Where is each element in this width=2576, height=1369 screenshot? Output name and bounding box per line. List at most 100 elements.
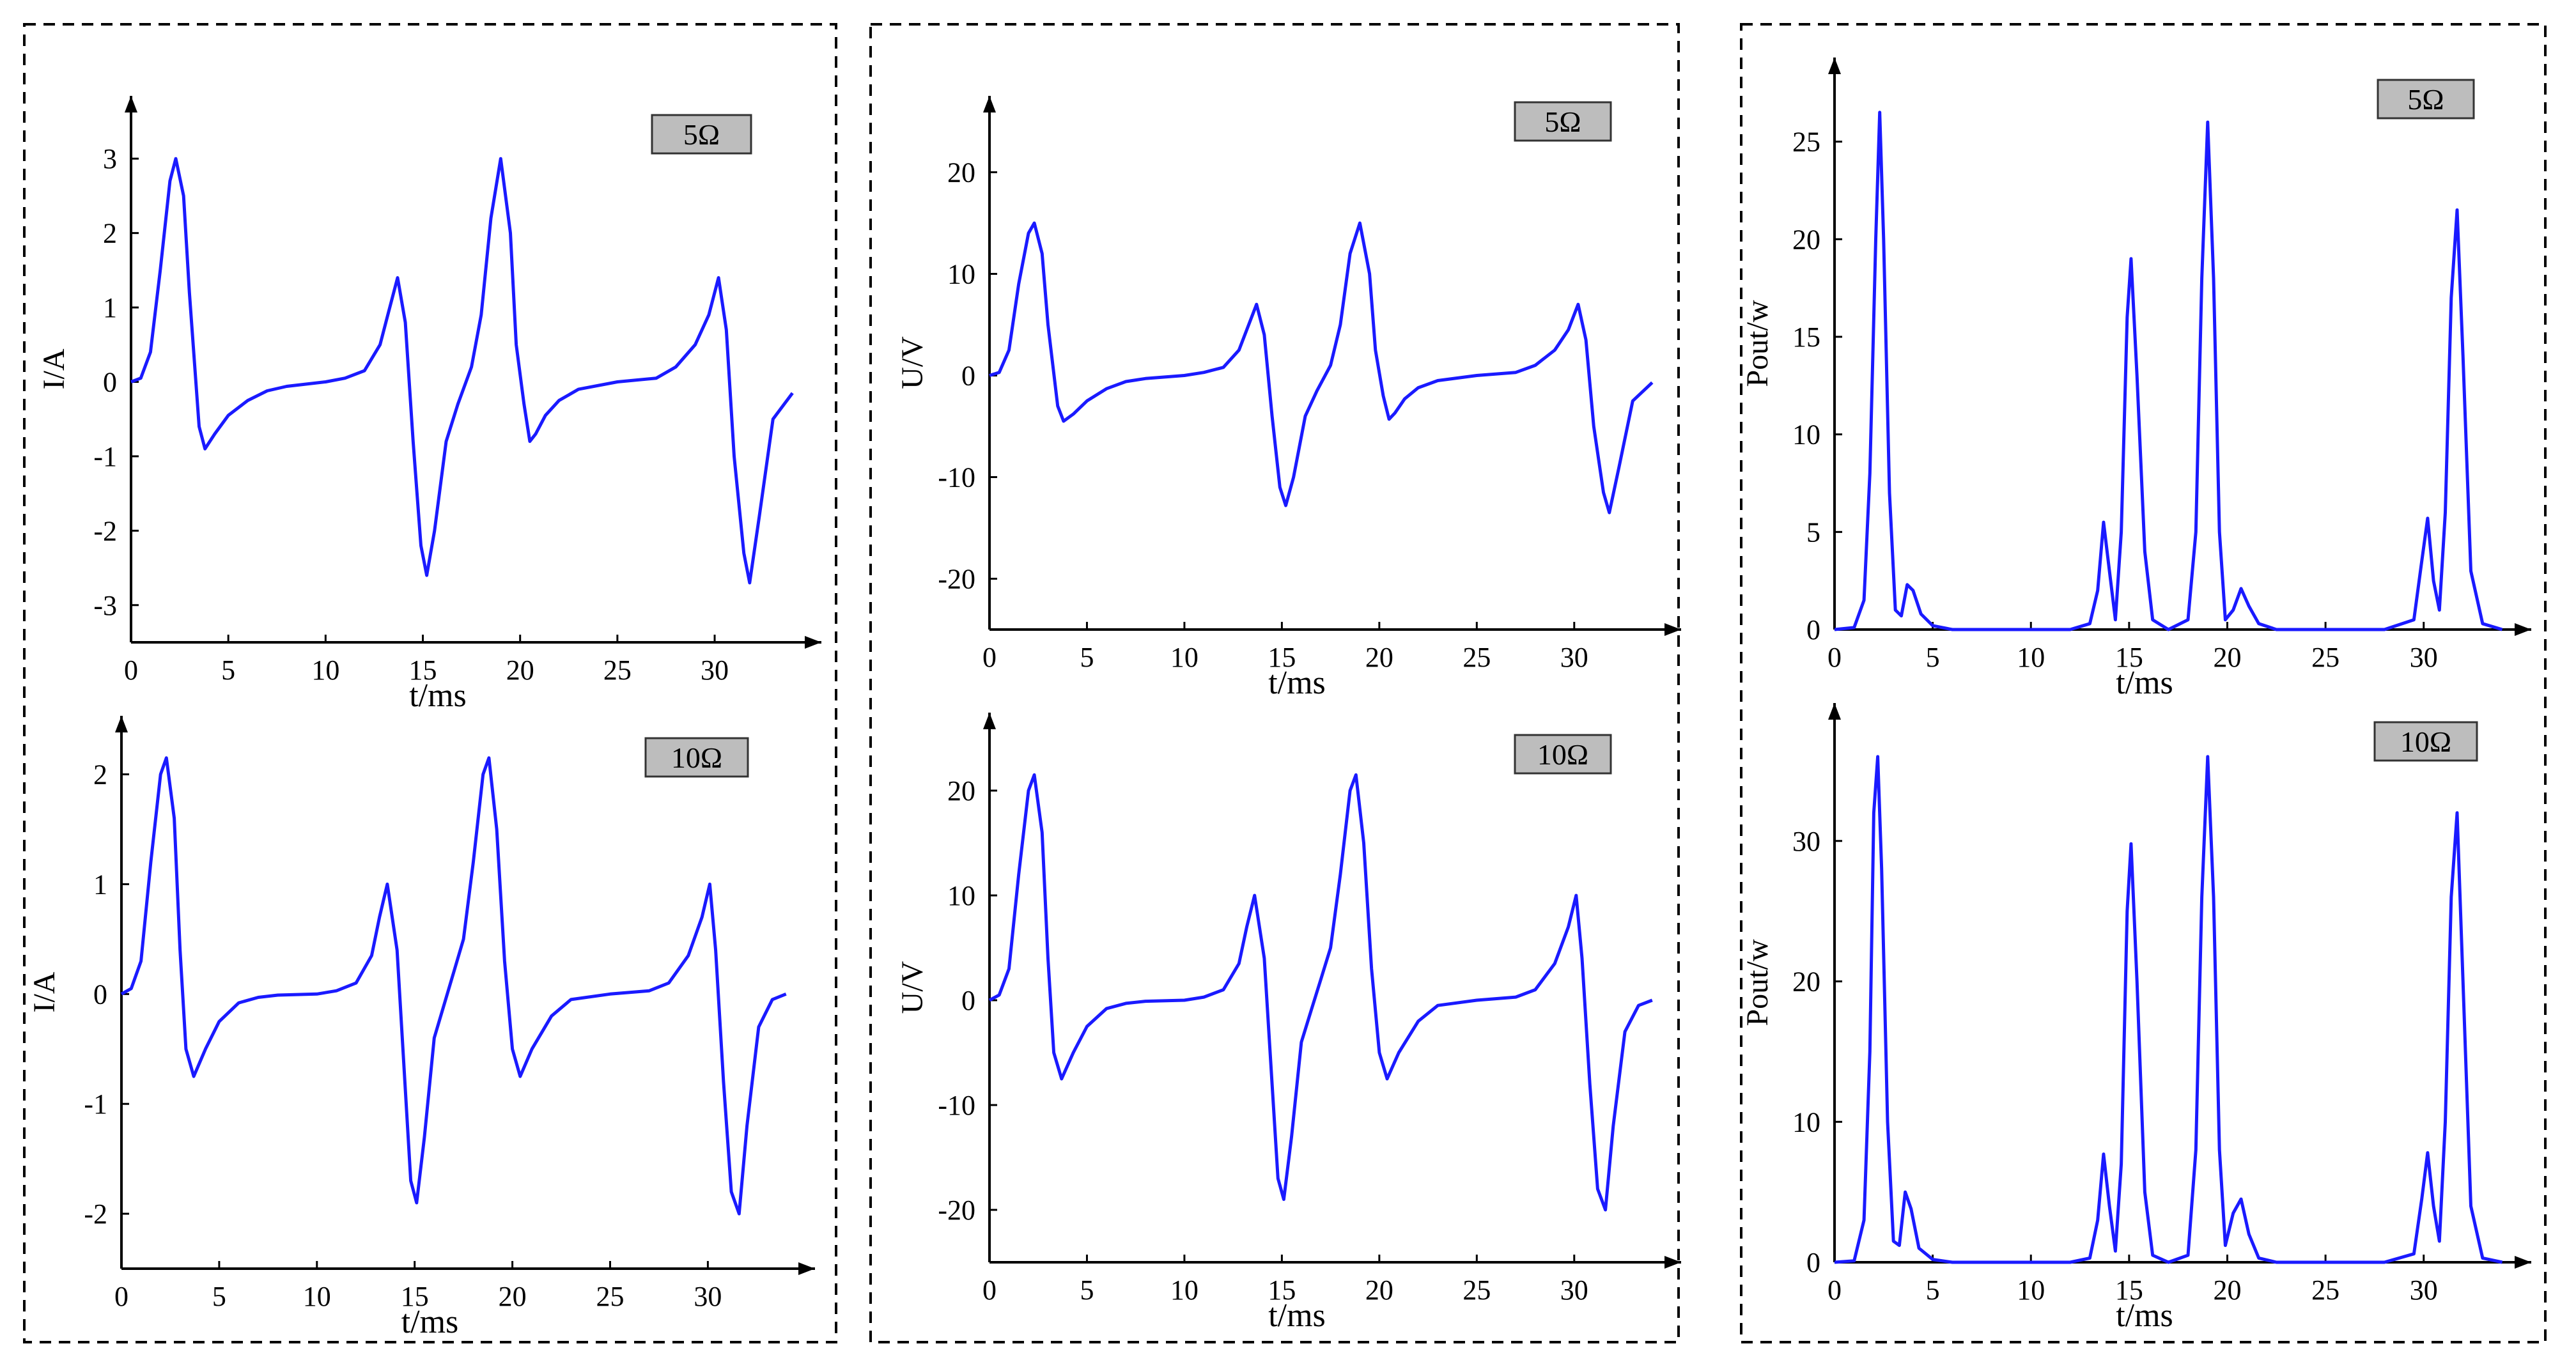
y-axis-label: I/A [37,348,71,389]
resistance-badge-label: 10Ω [2400,725,2451,758]
resistance-badge [2377,79,2475,120]
x-tick-label: 30 [1560,1274,1588,1306]
x-tick-label: 0 [1827,642,1842,673]
resistance-badge [2373,721,2478,762]
resistance-badge-label: 5Ω [683,118,720,151]
y-axis-arrow [115,716,128,732]
x-axis-arrow [2515,1256,2531,1269]
x-tick-label: 25 [1463,1274,1491,1306]
chart-U-10: 0 5 10 15 20 25 30 -20 -10 0 10 20 t/ms U/V 10Ω [896,713,1681,1334]
x-tick-label: 15 [1268,642,1296,673]
x-tick-label: 20 [1365,1274,1393,1306]
y-axis-arrow [1828,58,1841,74]
resistance-badge-label: 5Ω [2407,83,2444,116]
x-axis-label: t/ms [1268,1297,1326,1334]
x-axis-label: t/ms [1268,665,1326,701]
panel-frame-power [1740,23,2547,1343]
x-tick-label: 20 [506,654,534,686]
resistance-badge [651,114,752,155]
x-tick-label: 30 [701,654,729,686]
resistance-badge [1514,101,1612,142]
chart-I-5: 0 5 10 15 20 25 30 -3 -2 -1 0 1 2 3 t/ms I/A 5Ω [37,96,821,714]
y-axis-label: U/V [896,961,929,1014]
y-tick-label: 0 [961,360,975,392]
x-tick-label: 10 [1170,642,1199,673]
series-line [130,157,794,585]
y-tick-label: 0 [93,978,107,1010]
y-tick-label: 20 [947,775,975,807]
y-tick-label: -1 [93,441,117,472]
y-axis-label: Pout/w [1741,300,1774,387]
x-tick-label: 10 [311,654,339,686]
x-tick-label: 0 [982,1274,997,1306]
resistance-badge-label: 10Ω [1537,738,1588,771]
x-tick-label: 0 [1827,1274,1842,1306]
y-axis-arrow [983,713,996,729]
x-tick-label: 15 [1268,1274,1296,1306]
x-tick-label: 15 [2115,642,2143,673]
chart-I-10: 0 5 10 15 20 25 30 -2 -1 0 1 2 t/ms I/A 10Ω [27,716,815,1340]
x-tick-label: 25 [603,654,632,686]
x-tick-label: 5 [1080,1274,1094,1306]
y-axis-label: Pout/w [1741,939,1774,1026]
series-line [120,756,787,1216]
x-tick-label: 15 [401,1281,429,1312]
x-axis-arrow [798,1262,815,1275]
y-tick-label: -10 [938,462,975,493]
y-tick-label: 1 [93,869,107,900]
chart-P-5: 0 5 10 15 20 25 30 0 5 10 15 20 25 t/ms Pout/w 5Ω [1741,58,2531,701]
y-tick-label: -20 [938,1195,975,1226]
x-tick-label: 0 [114,1281,128,1312]
x-tick-label: 5 [1926,1274,1940,1306]
resistance-badge [1514,734,1612,775]
x-tick-label: 10 [2017,642,2045,673]
y-axis-label: U/V [896,336,929,389]
x-tick-label: 25 [1463,642,1491,673]
y-tick-label: 10 [1792,419,1820,451]
y-axis-arrow [125,96,137,112]
x-tick-label: 15 [409,654,437,686]
y-tick-label: 1 [103,292,117,323]
x-axis-arrow [2515,623,2531,636]
x-tick-label: 5 [1926,642,1940,673]
y-tick-label: 0 [1806,1247,1820,1278]
x-tick-label: 10 [1170,1274,1199,1306]
y-tick-label: -10 [938,1090,975,1121]
x-axis-arrow [805,636,821,649]
x-tick-label: 15 [2115,1274,2143,1306]
y-tick-label: 25 [1792,127,1820,158]
x-tick-label: 25 [2311,1274,2339,1306]
y-tick-label: 20 [1792,224,1820,255]
chart-P-10: 0 5 10 15 20 25 30 0 10 20 30 t/ms Pout/w 10Ω [1741,703,2531,1334]
y-tick-label: 2 [93,759,107,791]
x-tick-label: 30 [2410,642,2438,673]
resistance-badge-label: 10Ω [671,741,722,774]
x-tick-label: 0 [982,642,997,673]
x-tick-label: 30 [694,1281,722,1312]
x-tick-label: 5 [1080,642,1094,673]
y-tick-label: 20 [947,157,975,189]
y-axis-label: I/A [27,971,61,1012]
y-tick-label: 0 [103,367,117,398]
x-axis-label: t/ms [401,1304,459,1340]
x-tick-label: 25 [2311,642,2339,673]
y-tick-label: 10 [947,259,975,290]
y-tick-label: 15 [1792,321,1820,353]
x-tick-label: 5 [212,1281,226,1312]
x-tick-label: 10 [2017,1274,2045,1306]
panel-frame-current [23,23,837,1343]
y-tick-label: 20 [1792,966,1820,998]
y-tick-label: 30 [1792,826,1820,857]
x-tick-label: 5 [221,654,235,686]
x-tick-label: 20 [499,1281,527,1312]
y-tick-label: 0 [1806,614,1820,646]
series-line [988,773,1653,1212]
x-tick-label: 30 [1560,642,1588,673]
y-tick-label: -20 [938,564,975,595]
x-tick-label: 30 [2410,1274,2438,1306]
y-tick-label: -3 [93,590,117,621]
series-line [1834,111,2503,631]
x-axis-arrow [1664,623,1681,636]
resistance-badge-label: 5Ω [1544,105,1581,138]
